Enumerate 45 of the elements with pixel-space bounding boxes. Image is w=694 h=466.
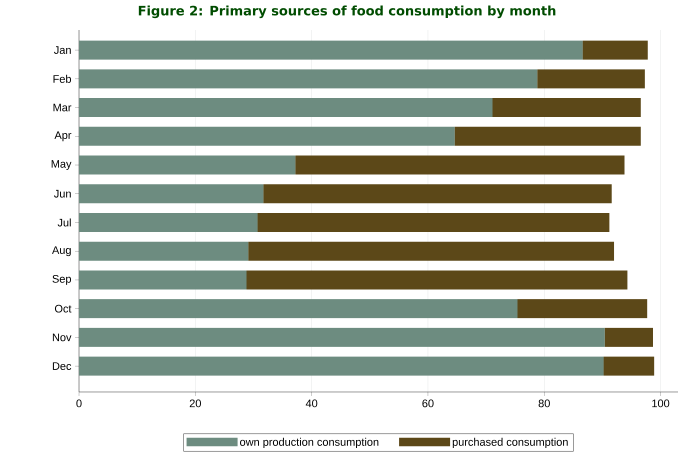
y-tick-label: Jan <box>54 46 71 54</box>
bar <box>79 156 296 175</box>
x-tick-label: 80 <box>538 400 550 408</box>
bar <box>537 69 645 88</box>
bar <box>79 40 583 60</box>
bar <box>604 356 654 376</box>
y-tick-label: Oct <box>54 304 72 313</box>
bar <box>79 299 518 318</box>
bar <box>454 126 641 146</box>
y-tick-label: May <box>52 160 72 170</box>
bar <box>248 242 614 261</box>
y-tick-label: Sep <box>52 274 72 285</box>
legend-label: own production consumption <box>240 438 378 448</box>
bar <box>79 328 605 347</box>
legend-label: purchased consumption <box>452 438 568 448</box>
bar <box>79 98 492 118</box>
x-tick-label: 60 <box>422 400 434 408</box>
x-tick-label: 0 <box>76 400 82 408</box>
bar <box>295 156 625 175</box>
y-tick-label: Feb <box>54 74 72 83</box>
bar <box>79 69 538 88</box>
y-tick-label: Apr <box>54 131 72 142</box>
bar <box>79 184 264 204</box>
bar <box>492 98 641 118</box>
bar <box>79 270 246 290</box>
y-tick-label: Mar <box>54 104 72 112</box>
x-tick-label: 40 <box>306 400 318 408</box>
bar <box>246 270 628 290</box>
bar <box>79 242 248 261</box>
y-tick-label: Dec <box>52 362 72 370</box>
bar <box>582 40 648 60</box>
bar <box>258 212 610 232</box>
bar <box>79 212 258 232</box>
bar <box>518 299 648 318</box>
y-tick-label: Aug <box>52 246 71 256</box>
bar <box>604 328 653 347</box>
x-tick-label: 100 <box>652 400 670 408</box>
y-tick-label: Jul <box>58 218 71 227</box>
bar <box>79 126 455 146</box>
chart-title: Figure 2: Primary sources of food consumption by month <box>138 6 556 18</box>
x-tick-label: 20 <box>190 400 201 408</box>
y-tick-label: Jun <box>54 190 71 198</box>
bar <box>79 356 604 376</box>
bar <box>263 184 612 204</box>
y-tick-label: Nov <box>52 334 72 342</box>
